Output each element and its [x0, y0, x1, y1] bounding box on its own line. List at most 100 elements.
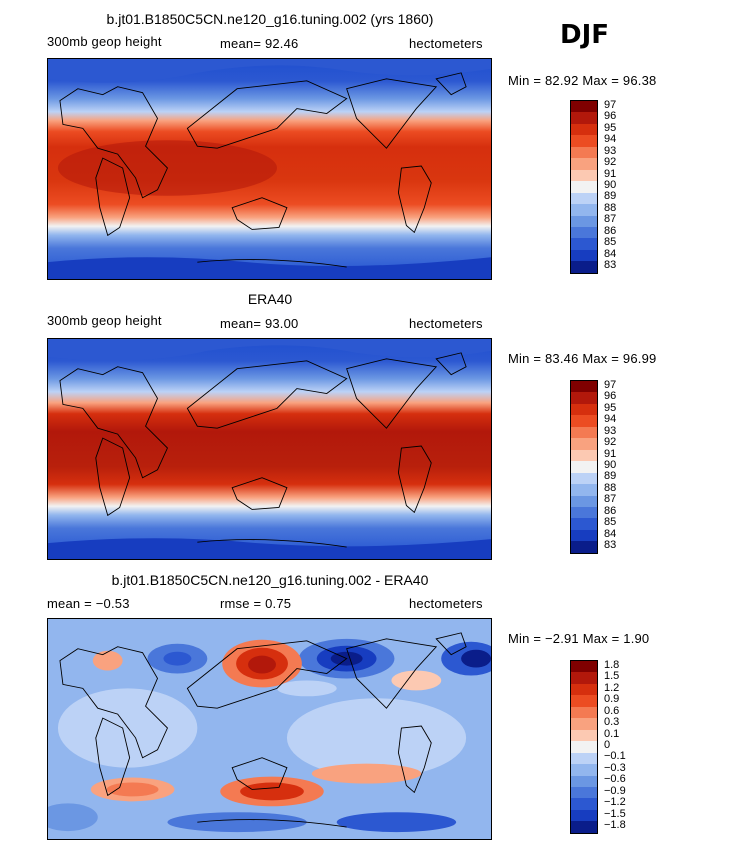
panel2-polar-north: [48, 339, 491, 361]
colorbar-tick-label: 89: [604, 190, 617, 203]
colorbar-tick-label: 91: [604, 447, 617, 460]
colorbar-tick-label: 85: [604, 516, 617, 529]
colorbar-tick-label: 83: [604, 539, 617, 552]
colorbar-tick-label: 89: [604, 470, 617, 483]
panel3-min-value: −2.91: [544, 631, 579, 646]
colorbar-swatch: [571, 461, 597, 473]
panel2-title: ERA40: [247, 291, 293, 307]
colorbar-swatch: [571, 752, 597, 765]
colorbar-tick-label: 97: [604, 98, 617, 111]
panel2-coastlines: [59, 352, 467, 548]
colorbar-tick-label: 87: [604, 213, 617, 226]
colorbar-tick-label: 1.5: [604, 670, 620, 683]
colorbar-swatch: [571, 506, 597, 519]
colorbar-tick-label: 1.8: [604, 658, 620, 671]
colorbar-tick-label: 85: [604, 236, 617, 249]
colorbar-swatch: [571, 215, 597, 227]
colorbar-swatch: [571, 518, 597, 530]
colorbar-swatch: [571, 472, 597, 485]
colorbar-swatch: [571, 495, 597, 507]
colorbar-swatch: [571, 775, 597, 787]
colorbar-tick-label: 94: [604, 413, 617, 426]
colorbar-tick-label: 84: [604, 527, 617, 540]
colorbar-tick-label: −0.9: [604, 784, 626, 797]
colorbar-swatch: [571, 695, 597, 707]
colorbar-tick-label: 0.3: [604, 716, 620, 729]
colorbar-swatch: [571, 438, 597, 450]
colorbar-swatch: [571, 238, 597, 250]
colorbar-swatch: [571, 718, 597, 730]
panel2-field-label: 300mb geop height: [47, 313, 162, 328]
colorbar-swatch: [571, 415, 597, 427]
colorbar-swatch: [571, 426, 597, 439]
colorbar-swatch: [571, 112, 597, 124]
panel2-map: [47, 338, 492, 560]
colorbar-tick-label: 87: [604, 493, 617, 506]
panel3-minmax: Min = −2.91 Max = 1.90: [508, 631, 650, 646]
colorbar-tick-label: 96: [604, 390, 617, 403]
colorbar-swatch: [571, 449, 597, 462]
colorbar-tick-label: 86: [604, 224, 617, 237]
colorbar-swatch: [571, 683, 597, 696]
panel3-colorbar: [570, 660, 598, 834]
panel2-mean-label: mean= 93.00: [220, 316, 299, 331]
panel3-rmse-value: 0.75: [265, 596, 292, 611]
panel1-polar-north: [48, 59, 491, 83]
colorbar-tick-label: 83: [604, 259, 617, 272]
colorbar-swatch: [571, 403, 597, 416]
colorbar-tick-label: −0.6: [604, 773, 626, 786]
colorbar-swatch: [571, 204, 597, 216]
colorbar-swatch: [571, 541, 597, 553]
colorbar-tick-label: 84: [604, 247, 617, 260]
colorbar-swatch: [571, 672, 597, 684]
colorbar-tick-label: 95: [604, 401, 617, 414]
colorbar-tick-label: 0.6: [604, 704, 620, 717]
colorbar-tick-label: 91: [604, 167, 617, 180]
panel1-mean-label: mean= 92.46: [220, 36, 299, 51]
colorbar-tick-label: 0.9: [604, 693, 620, 706]
colorbar-tick-label: 93: [604, 144, 617, 157]
colorbar-tick-label: 86: [604, 504, 617, 517]
panel2-units: hectometers: [409, 316, 483, 331]
panel3-mean-label: mean = −0.53: [47, 596, 130, 611]
colorbar-tick-label: 90: [604, 179, 617, 191]
colorbar-swatch: [571, 821, 597, 833]
colorbar-tick-label: 93: [604, 424, 617, 437]
colorbar-swatch: [571, 123, 597, 136]
colorbar-tick-label: 92: [604, 436, 617, 449]
panel2-field: [48, 339, 491, 559]
panel1-colorbar: [570, 100, 598, 274]
colorbar-swatch: [571, 381, 597, 393]
panel2-polar-south: [48, 538, 491, 559]
panel3-mean-value: −0.53: [95, 596, 130, 611]
colorbar-swatch: [571, 764, 597, 776]
colorbar-tick-label: 92: [604, 156, 617, 169]
panel1-field-label: 300mb geop height: [47, 34, 162, 49]
colorbar-tick-label: 95: [604, 121, 617, 134]
colorbar-swatch: [571, 135, 597, 147]
colorbar-swatch: [571, 226, 597, 239]
colorbar-tick-label: 1.2: [604, 681, 620, 694]
colorbar-swatch: [571, 101, 597, 113]
colorbar-swatch: [571, 729, 597, 742]
colorbar-swatch: [571, 192, 597, 205]
colorbar-swatch: [571, 169, 597, 182]
panel1-max-value: 96.38: [622, 73, 657, 88]
panel2-minmax: Min = 83.46 Max = 96.99: [508, 351, 657, 366]
colorbar-swatch: [571, 798, 597, 810]
colorbar-swatch: [571, 706, 597, 719]
panel1-units: hectometers: [409, 36, 483, 51]
panel3-title: b.jt01.B1850C5CN.ne120_g16.tuning.002 - …: [111, 572, 429, 588]
colorbar-swatch: [571, 146, 597, 159]
panel1-mean-value: 92.46: [264, 36, 299, 51]
panel1-minmax: Min = 82.92 Max = 96.38: [508, 73, 657, 88]
colorbar-swatch: [571, 181, 597, 193]
panel1-title: b.jt01.B1850C5CN.ne120_g16.tuning.002 (y…: [106, 11, 434, 27]
panel2-mean-value: 93.00: [264, 316, 299, 331]
panel3-map: [47, 618, 492, 840]
colorbar-tick-label: 0.1: [604, 727, 620, 740]
panel1-polar-south: [48, 257, 491, 279]
colorbar-tick-label: 88: [604, 201, 617, 214]
colorbar-tick-label: 88: [604, 481, 617, 494]
colorbar-tick-label: 96: [604, 110, 617, 123]
